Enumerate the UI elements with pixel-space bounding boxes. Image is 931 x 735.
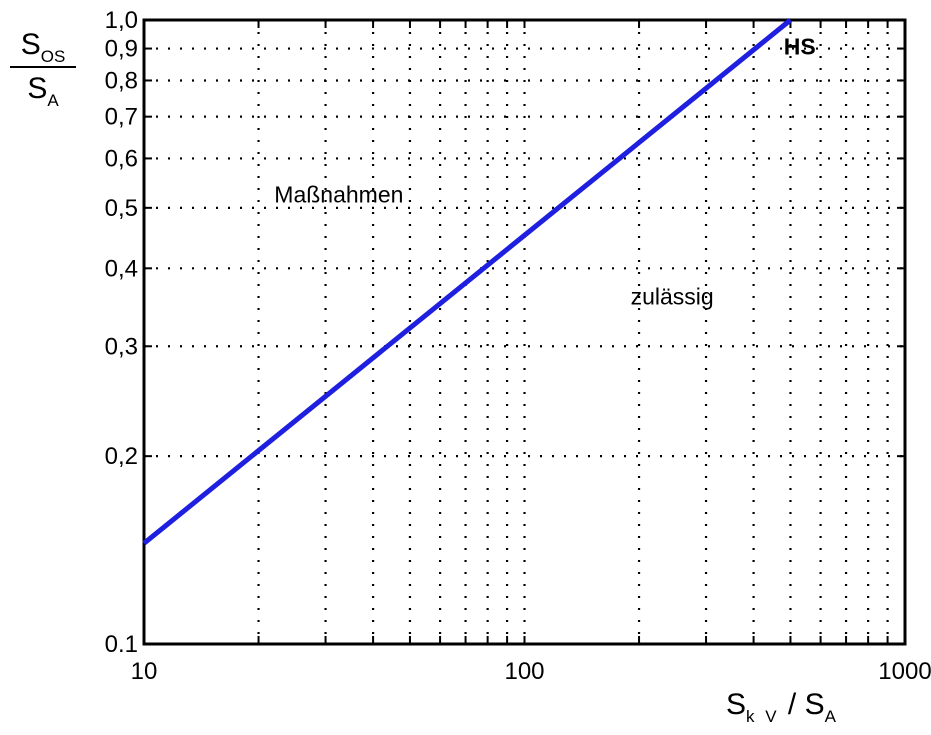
annotation-label: Maßnahmen bbox=[274, 181, 403, 207]
y-tick-label: 0,7 bbox=[105, 104, 138, 131]
series-line-hs bbox=[142, 18, 793, 546]
x-tick-label: 1000 bbox=[878, 658, 931, 685]
x-tick-label: 100 bbox=[504, 658, 544, 685]
axis-ticks bbox=[144, 19, 905, 645]
y-tick-label: 0,4 bbox=[105, 255, 138, 282]
y-tick-label: 0,9 bbox=[105, 36, 138, 63]
y-tick-label: 0,6 bbox=[105, 145, 138, 172]
series-layer bbox=[142, 18, 793, 546]
annotation-label: HS bbox=[784, 34, 816, 60]
x-tick-label: 10 bbox=[131, 658, 158, 685]
x-axis-label: Sk V / SA bbox=[726, 688, 839, 726]
fraction-bar bbox=[10, 66, 76, 68]
annotations: HS Maßnahmen zulässig bbox=[274, 34, 815, 310]
y-tick-label: 0,3 bbox=[105, 333, 138, 360]
y-axis-label: SOS SA bbox=[10, 28, 76, 110]
y-tick-label: 0.1 bbox=[105, 631, 138, 658]
annotation-label: zulässig bbox=[631, 284, 714, 310]
y-tick-labels: 0.1 0,2 0,3 0,4 0,5 0,6 0,7 0,8 0,91,0 bbox=[105, 7, 138, 658]
y-label-numerator: SOS bbox=[20, 28, 66, 66]
x-tick-labels: 10 100 1000 bbox=[131, 658, 931, 685]
y-tick-label: 1,0 bbox=[105, 7, 138, 34]
y-tick-label: 0,2 bbox=[105, 443, 138, 470]
grid-lines bbox=[144, 20, 905, 644]
y-label-denominator: SA bbox=[27, 72, 59, 110]
y-tick-label: 0,8 bbox=[105, 67, 138, 94]
y-tick-label: 0,5 bbox=[105, 195, 138, 222]
